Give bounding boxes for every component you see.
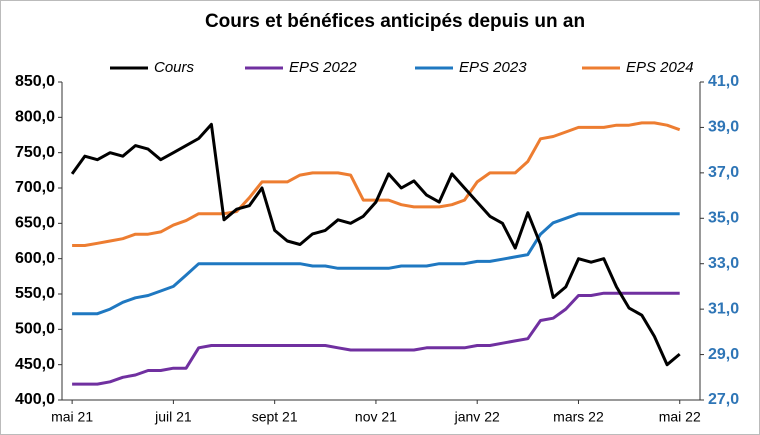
y-tick-label: 800,0 bbox=[15, 109, 55, 126]
y2-tick-label: 27,0 bbox=[708, 391, 739, 408]
x-tick-label: mai 22 bbox=[659, 409, 701, 425]
y-tick-label: 550,0 bbox=[15, 285, 55, 302]
legend-label: EPS 2024 bbox=[626, 59, 694, 76]
y2-tick-label: 39,0 bbox=[708, 119, 739, 136]
y-tick-label: 750,0 bbox=[15, 144, 55, 161]
legend-label: Cours bbox=[154, 59, 195, 76]
y-tick-label: 700,0 bbox=[15, 179, 55, 196]
x-tick-label: nov 21 bbox=[355, 409, 397, 425]
y2-tick-label: 33,0 bbox=[708, 255, 739, 272]
y2-tick-label: 29,0 bbox=[708, 346, 739, 363]
y-tick-label: 850,0 bbox=[15, 73, 55, 90]
x-tick-label: sept 21 bbox=[252, 409, 298, 425]
y2-tick-label: 31,0 bbox=[708, 300, 739, 317]
y-tick-label: 600,0 bbox=[15, 250, 55, 267]
y-tick-label: 450,0 bbox=[15, 356, 55, 373]
y-tick-label: 650,0 bbox=[15, 215, 55, 232]
x-tick-label: janv 22 bbox=[454, 409, 500, 425]
x-tick-label: mai 21 bbox=[51, 409, 93, 425]
x-tick-label: juil 21 bbox=[154, 409, 192, 425]
y2-tick-label: 37,0 bbox=[708, 164, 739, 181]
x-tick-label: mars 22 bbox=[553, 409, 604, 425]
series-line bbox=[72, 212, 680, 316]
y-tick-label: 500,0 bbox=[15, 321, 55, 338]
series-line bbox=[70, 122, 681, 367]
legend-label: EPS 2023 bbox=[459, 59, 527, 76]
y-tick-label: 400,0 bbox=[15, 391, 55, 408]
series-line bbox=[72, 291, 680, 386]
y2-tick-label: 35,0 bbox=[708, 210, 739, 227]
y2-tick-label: 41,0 bbox=[708, 73, 739, 90]
chart-title: Cours et bénéfices anticipés depuis un a… bbox=[205, 11, 585, 32]
legend-label: EPS 2022 bbox=[289, 59, 357, 76]
